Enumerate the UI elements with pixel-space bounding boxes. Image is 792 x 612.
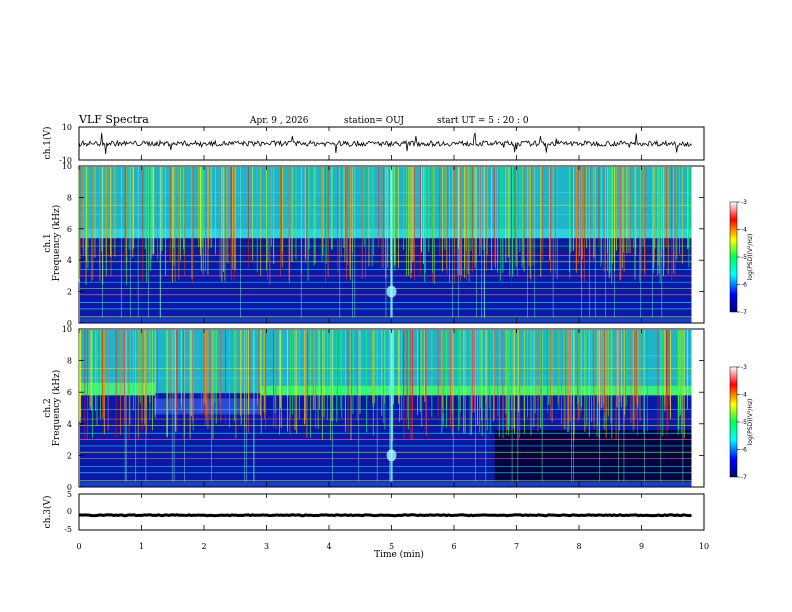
- xtick-label-0: 0: [76, 542, 81, 551]
- spec2-band-late: [260, 385, 692, 396]
- xtick-label-6: 6: [451, 542, 456, 551]
- spec2-ytick-label-0: 10: [62, 325, 72, 334]
- xtick-label-4: 4: [326, 542, 331, 551]
- header-date: Apr. 9 , 2026: [249, 116, 309, 126]
- ch1-spectrogram: [78, 167, 692, 323]
- xtick-label-7: 7: [514, 542, 519, 551]
- ch2-spectrum-channel-label: ch.2: [43, 398, 53, 417]
- cb2-ticks-label-2: -5: [741, 419, 747, 426]
- ch1-spectrum-ylabel: Frequency (kHz): [51, 205, 62, 282]
- ch2-spectrum-ylabel: Frequency (kHz): [51, 370, 62, 447]
- ch3-waveform-ylabel: ch.3(V): [42, 496, 53, 529]
- xtick-label-8: 8: [576, 542, 581, 551]
- spec2-ytick-label-2: 6: [67, 388, 72, 397]
- ch1-waveform-ylabel: ch.1(V): [42, 127, 53, 160]
- xtick-label-1: 1: [139, 542, 144, 551]
- spec2-mid-dark: [154, 398, 261, 415]
- chart-title: VLF Spectra: [78, 113, 149, 126]
- ch1-spectrum-channel-label: ch.1: [43, 233, 53, 252]
- spec2-bottom-strip: [80, 481, 692, 486]
- spec2-ytick-label-3: 4: [67, 420, 72, 429]
- spec1-bottom-strip: [80, 317, 692, 322]
- ch2-spectrum-panel: 10 8 6 4 2 0 ch.2 Frequency (kHz): [43, 325, 705, 492]
- ch2-colorbar: -3 -4 -5 -6 -7 log(PSD)(V²/Hz): [729, 364, 754, 481]
- spec1-ytick-label-0: 10: [62, 162, 72, 171]
- cb1-ticks-label-2: -5: [741, 254, 747, 261]
- ch2-colorbar-label: log(PSD)(V²/Hz): [747, 399, 754, 446]
- cb2-ticks-label-3: -6: [741, 447, 747, 454]
- ch3-ytick-bottom: -5: [64, 525, 72, 534]
- header-station: station= OUJ: [344, 116, 404, 126]
- cb2-ticks-label-4: -7: [741, 474, 747, 481]
- ch1-ytick-bottom: -10: [59, 156, 72, 165]
- ch1-colorbar: -3 -4 -5 -6 -7 log(PSD)(V²/Hz): [729, 199, 754, 316]
- ch1-waveform-panel: 10 -10 ch.1(V): [42, 123, 705, 165]
- ch3-waveform-line: [78, 513, 692, 518]
- ch3-ytick-top: 5: [67, 490, 72, 499]
- spec2-burst-blob: [386, 449, 397, 462]
- spec1-ytick-label-5: 0: [67, 319, 72, 328]
- spec1-ytick-label-1: 8: [67, 193, 72, 202]
- ch1-colorbar-gradient: [729, 201, 738, 313]
- spec1-ytick-label-4: 2: [67, 288, 72, 297]
- ch1-spectrum-panel: 10 8 6 4 2 0 ch.1 Frequency (kHz): [43, 162, 705, 328]
- spec1-ytick-label-3: 4: [67, 256, 72, 265]
- xtick-label-2: 2: [201, 542, 206, 551]
- spec2-band-early: [80, 382, 155, 396]
- cb1-ticks-label-4: -7: [741, 309, 747, 316]
- cb1-ticks-label-3: -6: [741, 282, 747, 289]
- ch2-spectrogram: [78, 330, 692, 487]
- spec1-ytick-label-2: 6: [67, 225, 72, 234]
- cb1-ticks-label-1: -4: [741, 227, 747, 234]
- ch2-colorbar-gradient: [729, 366, 738, 478]
- xtick-label-10: 10: [699, 542, 709, 551]
- ch3-waveform-panel: 5 0 -5 ch.3(V): [42, 490, 705, 534]
- spec2-ytick-label-1: 8: [67, 357, 72, 366]
- header-start-time: start UT = 5 : 20 : 0: [437, 116, 529, 126]
- ch3-waveform-frame: [78, 493, 705, 531]
- x-axis-ticks: 0 1 2 3 4 5 6 7 8 9 10: [76, 127, 709, 551]
- spec2-late-dark: [494, 430, 692, 483]
- spec1-burst-blob: [386, 285, 397, 298]
- xtick-label-9: 9: [639, 542, 644, 551]
- ch1-colorbar-label: log(PSD)(V²/Hz): [747, 234, 754, 281]
- xtick-label-5: 5: [389, 542, 394, 551]
- ch1-ytick-top: 10: [62, 123, 72, 132]
- spec2-ytick-label-5: 0: [67, 483, 72, 492]
- spec2-ytick-label-4: 2: [67, 451, 72, 460]
- xtick-label-3: 3: [264, 542, 269, 551]
- x-axis-label: Time (min): [374, 549, 424, 560]
- cb2-ticks-label-1: -4: [741, 392, 747, 399]
- ch3-ytick-mid: 0: [67, 507, 72, 516]
- cb1-ticks-label-0: -3: [741, 199, 747, 206]
- cb2-ticks-label-0: -3: [741, 364, 747, 371]
- ch1-waveform-line: [78, 132, 692, 155]
